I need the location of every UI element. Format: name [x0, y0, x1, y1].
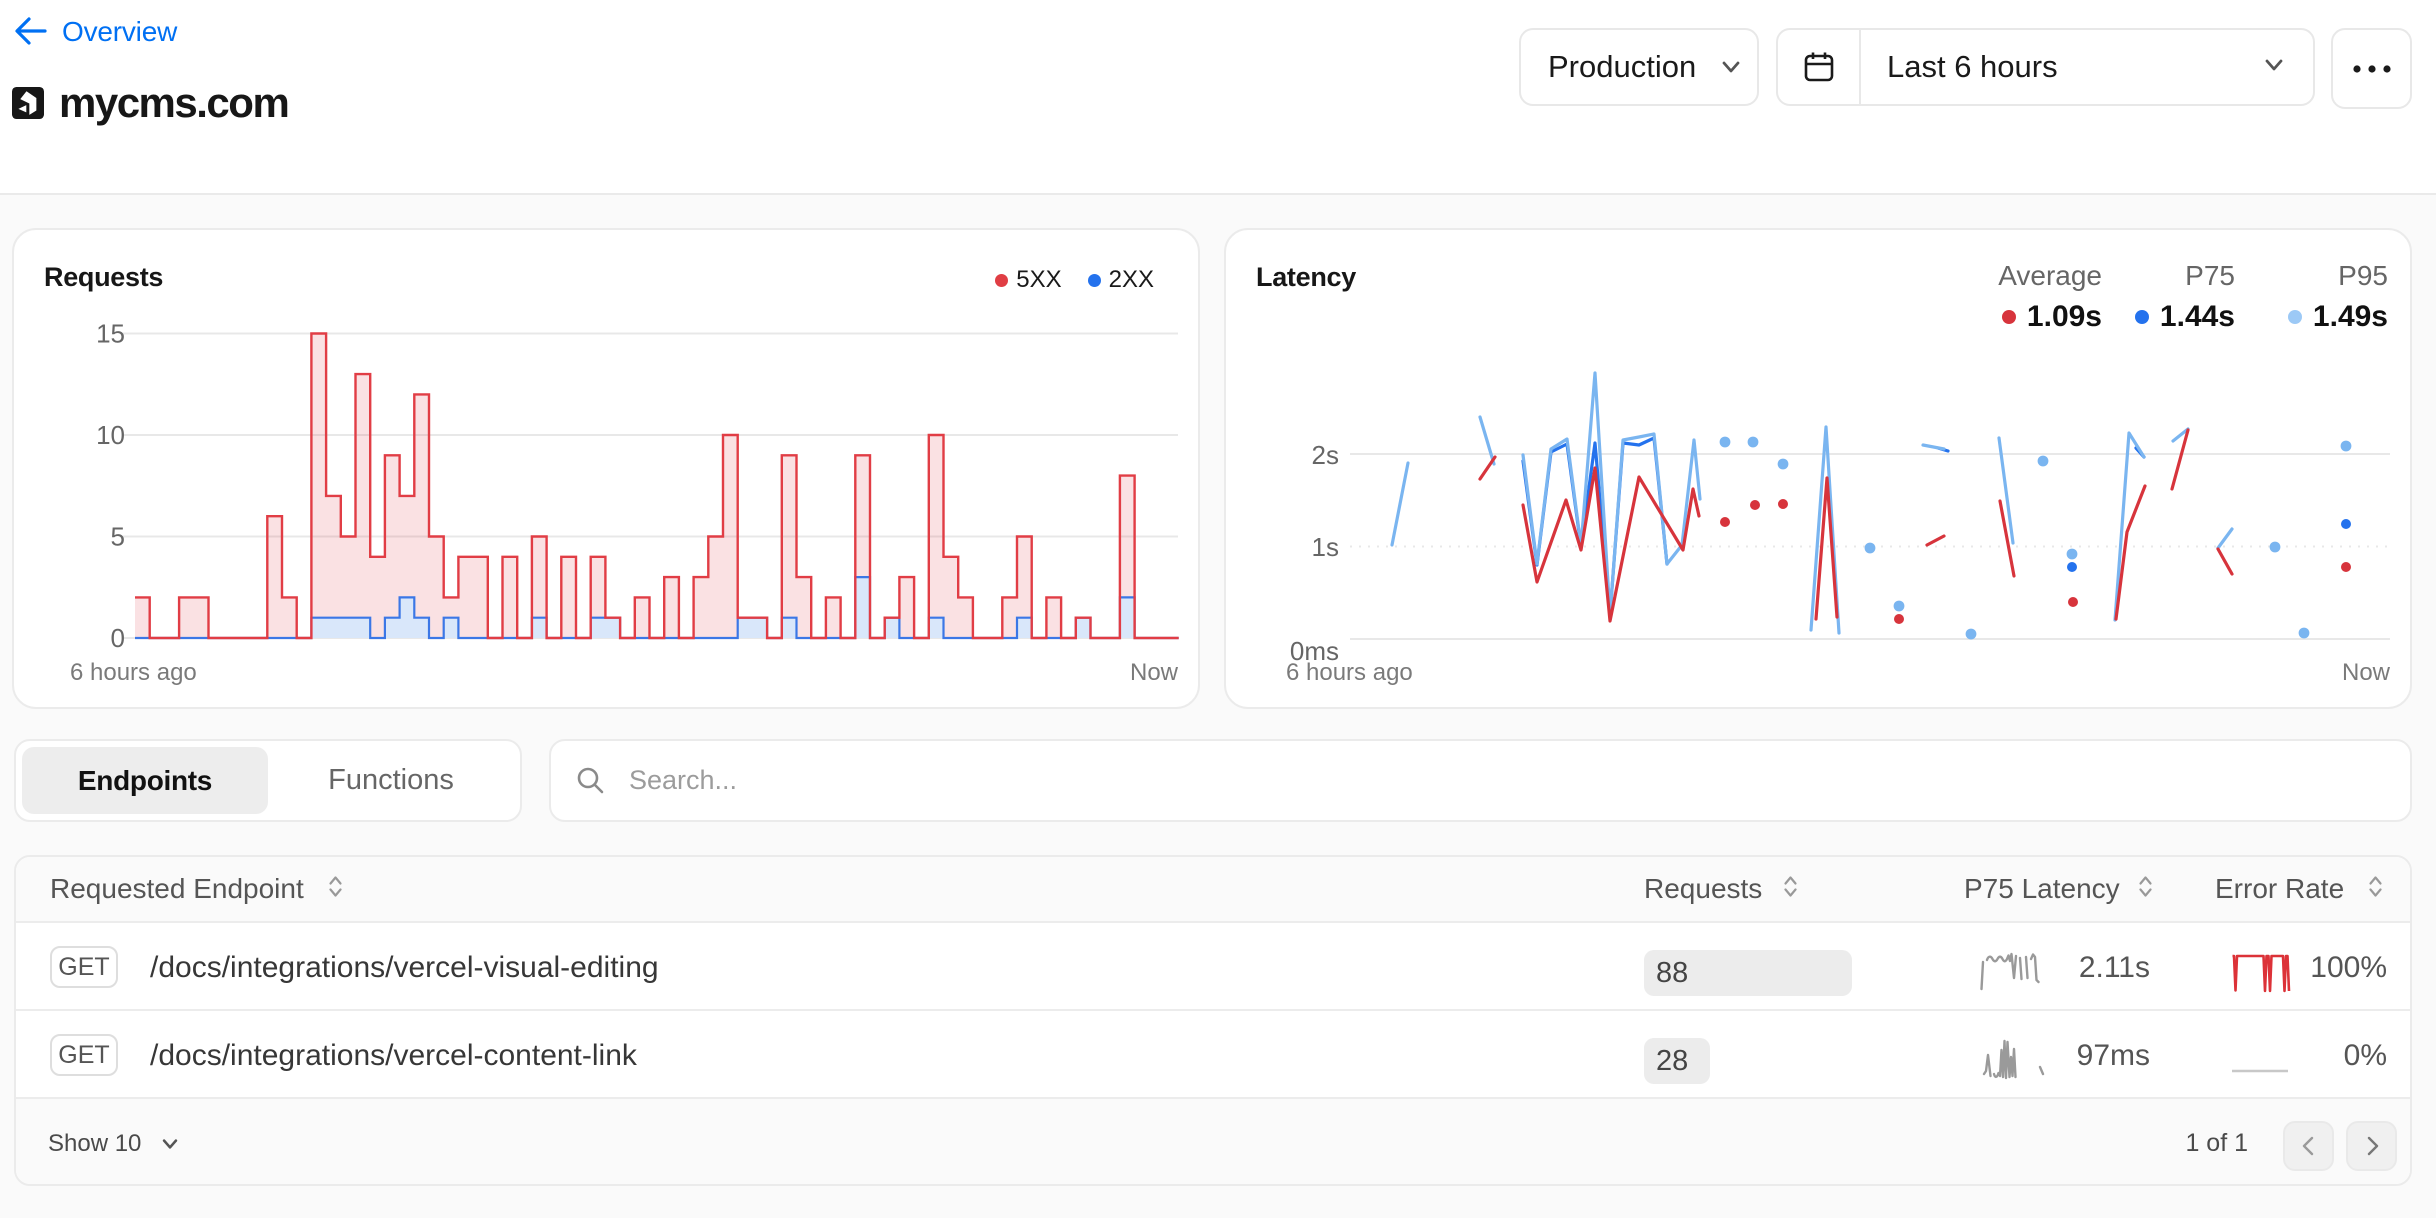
svg-text:0: 0	[111, 623, 125, 653]
svg-text:10: 10	[96, 420, 125, 450]
svg-text:6 hours ago: 6 hours ago	[70, 659, 197, 686]
svg-text:2s: 2s	[1312, 440, 1339, 470]
svg-text:5: 5	[111, 522, 125, 552]
svg-text:Now: Now	[1130, 659, 1179, 686]
svg-text:Now: Now	[2342, 659, 2391, 686]
svg-text:6 hours ago: 6 hours ago	[1286, 659, 1413, 686]
svg-text:1s: 1s	[1312, 532, 1339, 562]
svg-text:0ms: 0ms	[1290, 636, 1339, 666]
svg-text:15: 15	[96, 319, 125, 349]
